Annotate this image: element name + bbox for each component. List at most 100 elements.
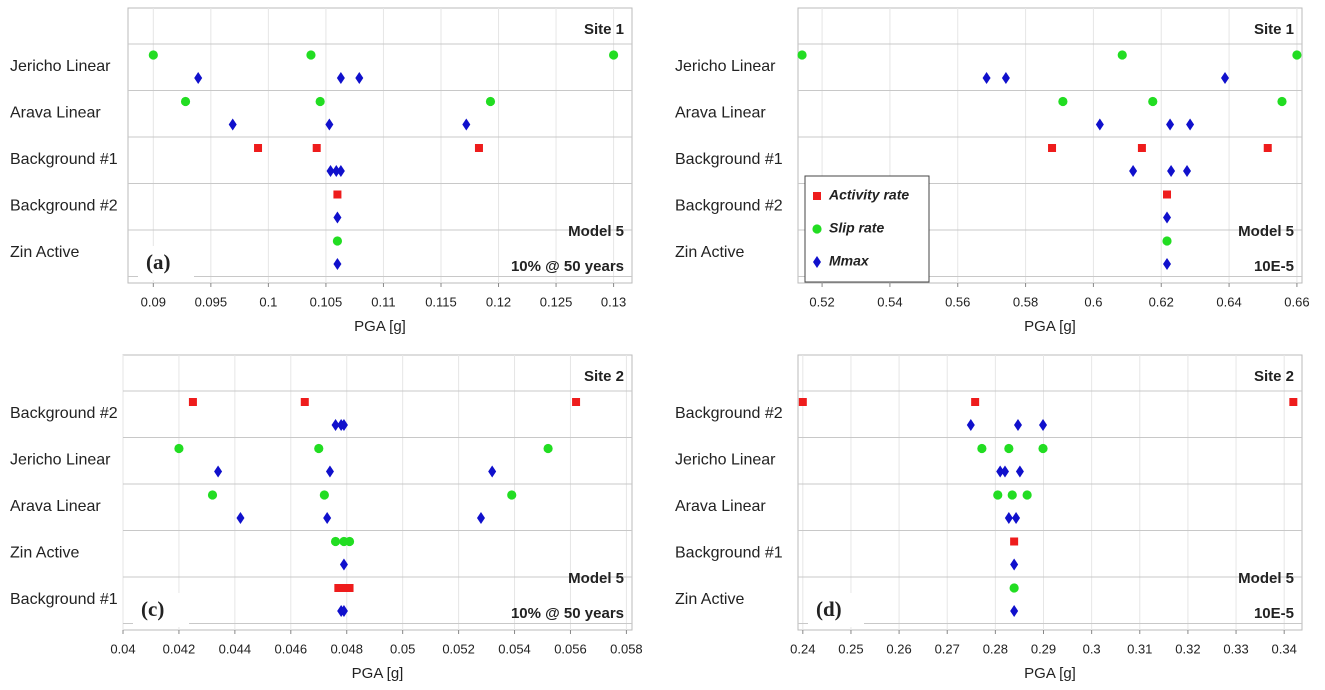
- diamond-marker: [462, 118, 471, 131]
- diamond-marker: [1166, 118, 1175, 131]
- circle-marker: [1058, 96, 1068, 107]
- x-tick-label: 0.11: [371, 294, 395, 309]
- circle-marker: [1009, 583, 1019, 593]
- diamond-marker: [333, 211, 342, 224]
- diamond-marker: [332, 165, 341, 177]
- x-tick-label: 0.33: [1223, 641, 1248, 656]
- diamond-marker: [323, 512, 332, 524]
- diamond-marker: [1010, 558, 1019, 571]
- category-label: Arava Linear: [675, 105, 766, 122]
- category-label: Arava Linear: [675, 498, 766, 515]
- diamond-marker: [488, 465, 497, 478]
- category-label: Jericho Linear: [675, 452, 776, 469]
- diamond-marker: [333, 258, 342, 270]
- diamond-marker: [1129, 165, 1138, 177]
- panel-label: (d): [816, 597, 842, 621]
- category-label: Background #2: [675, 405, 783, 422]
- diamond-marker: [1221, 72, 1230, 84]
- diamond-marker: [326, 165, 335, 177]
- model-label: Model 5: [568, 570, 624, 587]
- x-axis-label: PGA [g]: [352, 665, 404, 682]
- diamond-marker: [1015, 465, 1024, 478]
- circle-marker: [330, 536, 341, 547]
- circle-marker: [507, 490, 517, 500]
- diamond-marker: [339, 605, 348, 617]
- x-tick-label: 0.042: [163, 641, 196, 656]
- square-marker: [572, 398, 581, 406]
- x-tick-label: 0.095: [195, 294, 228, 309]
- square-marker: [813, 192, 821, 200]
- circle-marker: [314, 443, 324, 454]
- x-tick-label: 0.054: [498, 641, 531, 656]
- circle-marker: [1148, 96, 1158, 107]
- x-tick-label: 0.13: [601, 294, 626, 309]
- square-marker: [300, 398, 309, 406]
- x-tick-label: 0.32: [1175, 641, 1200, 656]
- x-tick-label: 0.048: [330, 641, 363, 656]
- x-tick-label: 0.12: [486, 294, 511, 309]
- square-marker: [1163, 190, 1172, 199]
- circle-marker: [1292, 50, 1302, 60]
- category-label: Zin Active: [10, 545, 79, 562]
- square-marker: [345, 584, 354, 592]
- diamond-marker: [1163, 258, 1172, 270]
- diamond-marker: [1001, 72, 1010, 84]
- x-tick-label: 0.52: [809, 294, 834, 309]
- x-tick-label: 0.04: [110, 641, 135, 656]
- x-tick-label: 0.62: [1149, 294, 1174, 309]
- diamond-marker: [1012, 512, 1021, 524]
- x-tick-label: 0.3: [1083, 641, 1101, 656]
- x-tick-label: 0.26: [886, 641, 911, 656]
- circle-marker: [1162, 236, 1172, 246]
- diamond-marker: [1183, 165, 1192, 177]
- model-label: Model 5: [568, 223, 624, 240]
- x-tick-label: 0.058: [610, 641, 643, 656]
- diamond-marker: [1013, 419, 1022, 431]
- x-tick-label: 0.25: [838, 641, 863, 656]
- diamond-marker: [339, 558, 348, 571]
- square-marker: [334, 584, 343, 592]
- category-label: Background #2: [10, 198, 118, 215]
- circle-marker: [306, 50, 316, 60]
- category-label: Zin Active: [675, 244, 744, 261]
- category-label: Jericho Linear: [10, 452, 111, 469]
- plot-area: [797, 354, 1303, 631]
- x-tick-label: 0.044: [219, 641, 252, 656]
- site-label: Site 2: [1254, 368, 1294, 385]
- category-label: Zin Active: [675, 591, 744, 608]
- diamond-marker: [1186, 118, 1195, 131]
- diamond-marker: [228, 118, 237, 131]
- x-tick-label: 0.56: [945, 294, 970, 309]
- probability-label: 10% @ 50 years: [511, 605, 624, 622]
- diamond-marker: [214, 465, 223, 478]
- category-label: Background #1: [10, 151, 118, 168]
- x-axis-label: PGA [g]: [1024, 318, 1076, 335]
- circle-marker: [332, 236, 343, 246]
- x-tick-label: 0.64: [1216, 294, 1241, 309]
- x-tick-label: 0.056: [554, 641, 587, 656]
- square-marker: [474, 144, 483, 152]
- x-tick-label: 0.28: [983, 641, 1008, 656]
- diamond-marker: [336, 72, 345, 84]
- category-label: Jericho Linear: [10, 58, 111, 75]
- x-tick-label: 0.09: [141, 294, 166, 309]
- site-label: Site 2: [584, 368, 624, 385]
- circle-marker: [485, 96, 496, 107]
- circle-marker: [608, 50, 619, 60]
- x-axis-label: PGA [g]: [354, 318, 406, 335]
- square-marker: [339, 584, 348, 592]
- legend-label: Slip rate: [829, 220, 884, 236]
- panel-label-box: [133, 593, 189, 627]
- x-tick-label: 0.29: [1031, 641, 1056, 656]
- diamond-marker: [325, 118, 334, 131]
- diamond-marker: [996, 465, 1005, 478]
- panel-label-box: [808, 593, 864, 627]
- category-label: Background #2: [10, 405, 118, 422]
- x-tick-label: 0.31: [1127, 641, 1152, 656]
- diamond-marker: [966, 419, 975, 431]
- diamond-marker: [236, 512, 245, 524]
- diamond-marker: [194, 72, 203, 84]
- circle-marker: [207, 490, 218, 500]
- panel-label: (a): [146, 250, 171, 274]
